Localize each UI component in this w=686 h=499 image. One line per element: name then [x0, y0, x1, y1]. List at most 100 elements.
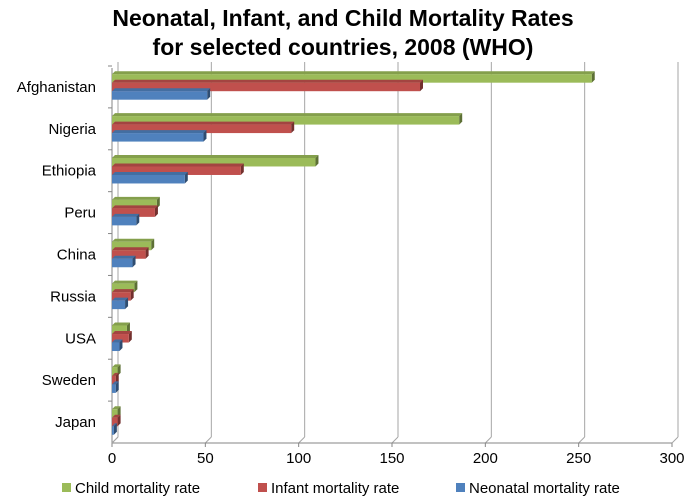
- bar-top-face: [112, 289, 134, 293]
- bar: [112, 297, 129, 310]
- category-label: Peru: [64, 205, 96, 222]
- category-label: Nigeria: [48, 121, 96, 138]
- bar-front-face: [112, 258, 133, 268]
- bar-side-face: [154, 205, 158, 217]
- bar-front-face: [112, 334, 129, 343]
- legend-label: Neonatal mortality rate: [469, 480, 620, 497]
- chart-title-line-1: Neonatal, Infant, and Child Mortality Ra…: [112, 5, 573, 31]
- bar-side-face: [132, 255, 136, 268]
- bar-front-face: [112, 166, 241, 175]
- bar-front-face: [112, 283, 135, 293]
- bar: [112, 205, 158, 217]
- bar-front-face: [112, 208, 155, 217]
- bar-top-face: [112, 163, 244, 167]
- bar-top-face: [112, 154, 319, 158]
- floor-edge: [111, 436, 119, 444]
- bar-side-face: [134, 280, 138, 293]
- bar-top-face: [112, 372, 119, 376]
- chart-title-line-2: for selected countries, 2008 (WHO): [153, 34, 534, 60]
- bar-front-face: [112, 325, 127, 335]
- x-tick-label: 0: [108, 450, 116, 467]
- bar-side-face: [130, 289, 134, 301]
- bar-front-face: [112, 417, 118, 427]
- bar-side-face: [145, 247, 149, 259]
- bar: [112, 163, 244, 175]
- bar: [112, 339, 123, 352]
- bar: [112, 423, 117, 435]
- bar-top-face: [112, 196, 160, 200]
- bar-top-face: [112, 297, 129, 301]
- bar-top-face: [112, 205, 158, 209]
- bar: [112, 154, 319, 167]
- bar: [112, 238, 155, 251]
- legend-label: Child mortality rate: [75, 480, 200, 497]
- bar-front-face: [112, 116, 460, 125]
- bar-front-face: [112, 367, 118, 376]
- bar-top-face: [112, 406, 121, 410]
- category-label: China: [57, 247, 97, 264]
- bar-front-face: [112, 409, 118, 418]
- bar: [112, 113, 463, 125]
- bar-top-face: [112, 121, 295, 125]
- bar-top-face: [112, 364, 121, 368]
- bar-top-face: [112, 381, 119, 385]
- bar-front-face: [112, 384, 116, 393]
- gridline-floor: [298, 436, 306, 444]
- bar-top-face: [112, 71, 595, 75]
- bar-front-face: [112, 375, 116, 385]
- bar-side-face: [459, 113, 463, 125]
- bar-side-face: [207, 88, 211, 100]
- bar-front-face: [112, 74, 592, 83]
- bar: [112, 71, 595, 83]
- bar-front-face: [112, 241, 152, 251]
- bar-front-face: [112, 300, 126, 310]
- bar: [112, 171, 188, 184]
- category-label: Russia: [50, 288, 97, 305]
- category-label: Japan: [55, 414, 96, 431]
- bar-top-face: [112, 331, 132, 335]
- bar-front-face: [112, 250, 146, 259]
- x-tick-label: 150: [379, 450, 404, 467]
- category-label: Ethiopia: [42, 163, 97, 180]
- bar-side-face: [151, 238, 155, 251]
- bar-top-face: [112, 339, 123, 343]
- bar: [112, 280, 138, 293]
- bar-side-face: [119, 339, 123, 352]
- bar-top-face: [112, 79, 423, 83]
- bar-top-face: [112, 213, 140, 217]
- bar-side-face: [115, 381, 119, 393]
- bar-front-face: [112, 82, 420, 92]
- category-label: USA: [65, 330, 96, 347]
- legend-label: Infant mortality rate: [271, 480, 399, 497]
- bar: [112, 414, 121, 427]
- bar-top-face: [112, 238, 155, 242]
- gridline-floor: [578, 436, 586, 444]
- legend-swatch: [258, 483, 267, 492]
- bar-front-face: [112, 157, 316, 167]
- bar-front-face: [112, 91, 208, 100]
- bar: [112, 289, 134, 301]
- bar-side-face: [291, 121, 295, 134]
- bar: [112, 121, 295, 134]
- bar: [112, 331, 132, 343]
- bar-side-face: [420, 79, 423, 92]
- x-tick-label: 250: [566, 450, 591, 467]
- bar-top-face: [112, 247, 149, 251]
- bar-side-face: [136, 213, 140, 226]
- bar-side-face: [184, 171, 188, 184]
- bar-front-face: [112, 292, 131, 301]
- bar-front-face: [112, 342, 120, 352]
- gridline-floor: [484, 436, 492, 444]
- bar-side-face: [591, 71, 595, 83]
- bar-top-face: [112, 113, 463, 117]
- bar-side-face: [125, 297, 129, 310]
- bar-front-face: [112, 199, 157, 209]
- bar-top-face: [112, 414, 121, 418]
- bar-front-face: [112, 426, 114, 435]
- bar-top-face: [112, 280, 138, 284]
- bar-top-face: [112, 423, 117, 427]
- bar-side-face: [128, 331, 132, 343]
- bar-front-face: [112, 216, 137, 226]
